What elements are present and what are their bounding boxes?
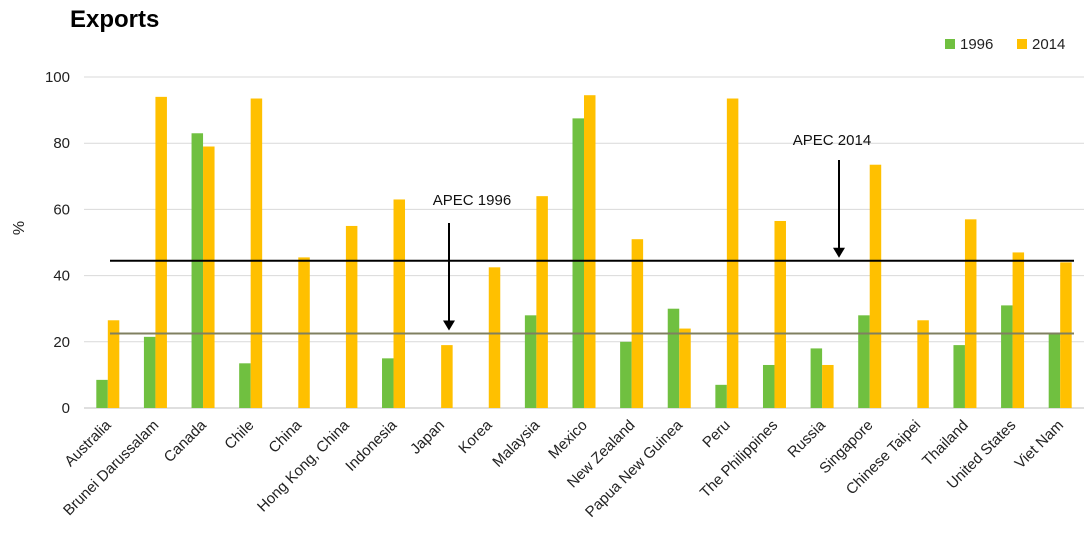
- bar-1996: [1048, 333, 1061, 408]
- x-tick-label: Canada: [161, 416, 211, 466]
- bar-2014: [822, 364, 834, 408]
- x-tick-label: Japan: [407, 417, 448, 458]
- legend-label: 2014: [1032, 36, 1065, 53]
- x-tick-label: Peru: [699, 417, 733, 451]
- chart-title: Exports: [70, 6, 160, 33]
- bar-2014: [107, 320, 120, 408]
- annotations: APEC 1996 APEC 2014: [433, 132, 871, 331]
- bars: [96, 95, 1072, 409]
- bar-2014: [345, 225, 358, 408]
- x-tick-label: Viet Nam: [1012, 417, 1067, 472]
- y-tick-label: 80: [53, 135, 70, 152]
- x-tick-label: Hong Kong, China: [254, 416, 353, 515]
- bar-1996: [810, 348, 823, 408]
- bar-1996: [858, 315, 870, 408]
- x-tick-label: Mexico: [545, 417, 591, 463]
- y-tick-label: 60: [53, 201, 70, 218]
- y-tick-label: 40: [53, 268, 70, 285]
- bar-2014: [536, 196, 548, 408]
- bar-2014: [203, 146, 215, 408]
- y-axis-label: %: [11, 221, 28, 235]
- bar-2014: [726, 98, 739, 408]
- bar-2014: [631, 239, 644, 408]
- bar-2014: [393, 199, 406, 408]
- y-tick-label: 0: [62, 400, 70, 417]
- x-tick-label: Indonesia: [342, 416, 400, 474]
- bar-2014: [488, 267, 501, 408]
- x-tick-label: Russia: [784, 416, 829, 461]
- legend: 1996 2014: [945, 36, 1065, 53]
- bar-1996: [762, 364, 775, 408]
- y-axis-ticks: 0 20 40 60 80 100: [45, 69, 70, 417]
- bar-2014: [1012, 252, 1025, 408]
- bar-2014: [917, 320, 929, 408]
- x-tick-label: Chile: [221, 417, 257, 453]
- legend-swatch-1996: [945, 39, 955, 49]
- reference-lines: [110, 259, 1074, 335]
- bar-1996: [239, 363, 251, 408]
- bar-1996: [572, 118, 584, 408]
- annotation-label: APEC 1996: [433, 192, 511, 209]
- bar-2014: [584, 95, 596, 408]
- x-tick-label: China: [265, 416, 305, 456]
- annotation-label: APEC 2014: [793, 132, 871, 149]
- bar-2014: [774, 220, 786, 408]
- bar-2014: [250, 98, 263, 408]
- bar-2014: [441, 345, 453, 408]
- bar-1996: [1001, 305, 1013, 408]
- annotation-arrow-head: [833, 247, 845, 258]
- y-tick-label: 20: [53, 334, 70, 351]
- bar-2014: [155, 96, 167, 409]
- legend-label: 1996: [960, 36, 993, 53]
- bar-1996: [620, 341, 632, 408]
- bar-2014: [1060, 262, 1072, 408]
- bar-2014: [869, 164, 882, 408]
- bar-1996: [143, 336, 156, 408]
- bar-2014: [964, 219, 977, 408]
- bar-1996: [524, 315, 537, 408]
- bar-2014: [679, 328, 691, 408]
- bar-1996: [715, 384, 727, 408]
- bar-1996: [96, 379, 108, 408]
- x-tick-label: Malaysia: [489, 416, 543, 470]
- bar-1996: [382, 358, 394, 408]
- bar-1996: [191, 133, 204, 408]
- bar-1996: [667, 308, 680, 408]
- annotation-arrow-head: [443, 320, 455, 331]
- bar-1996: [953, 345, 965, 408]
- x-tick-label: Korea: [455, 416, 496, 457]
- y-tick-label: 100: [45, 69, 70, 86]
- legend-swatch-2014: [1017, 39, 1027, 49]
